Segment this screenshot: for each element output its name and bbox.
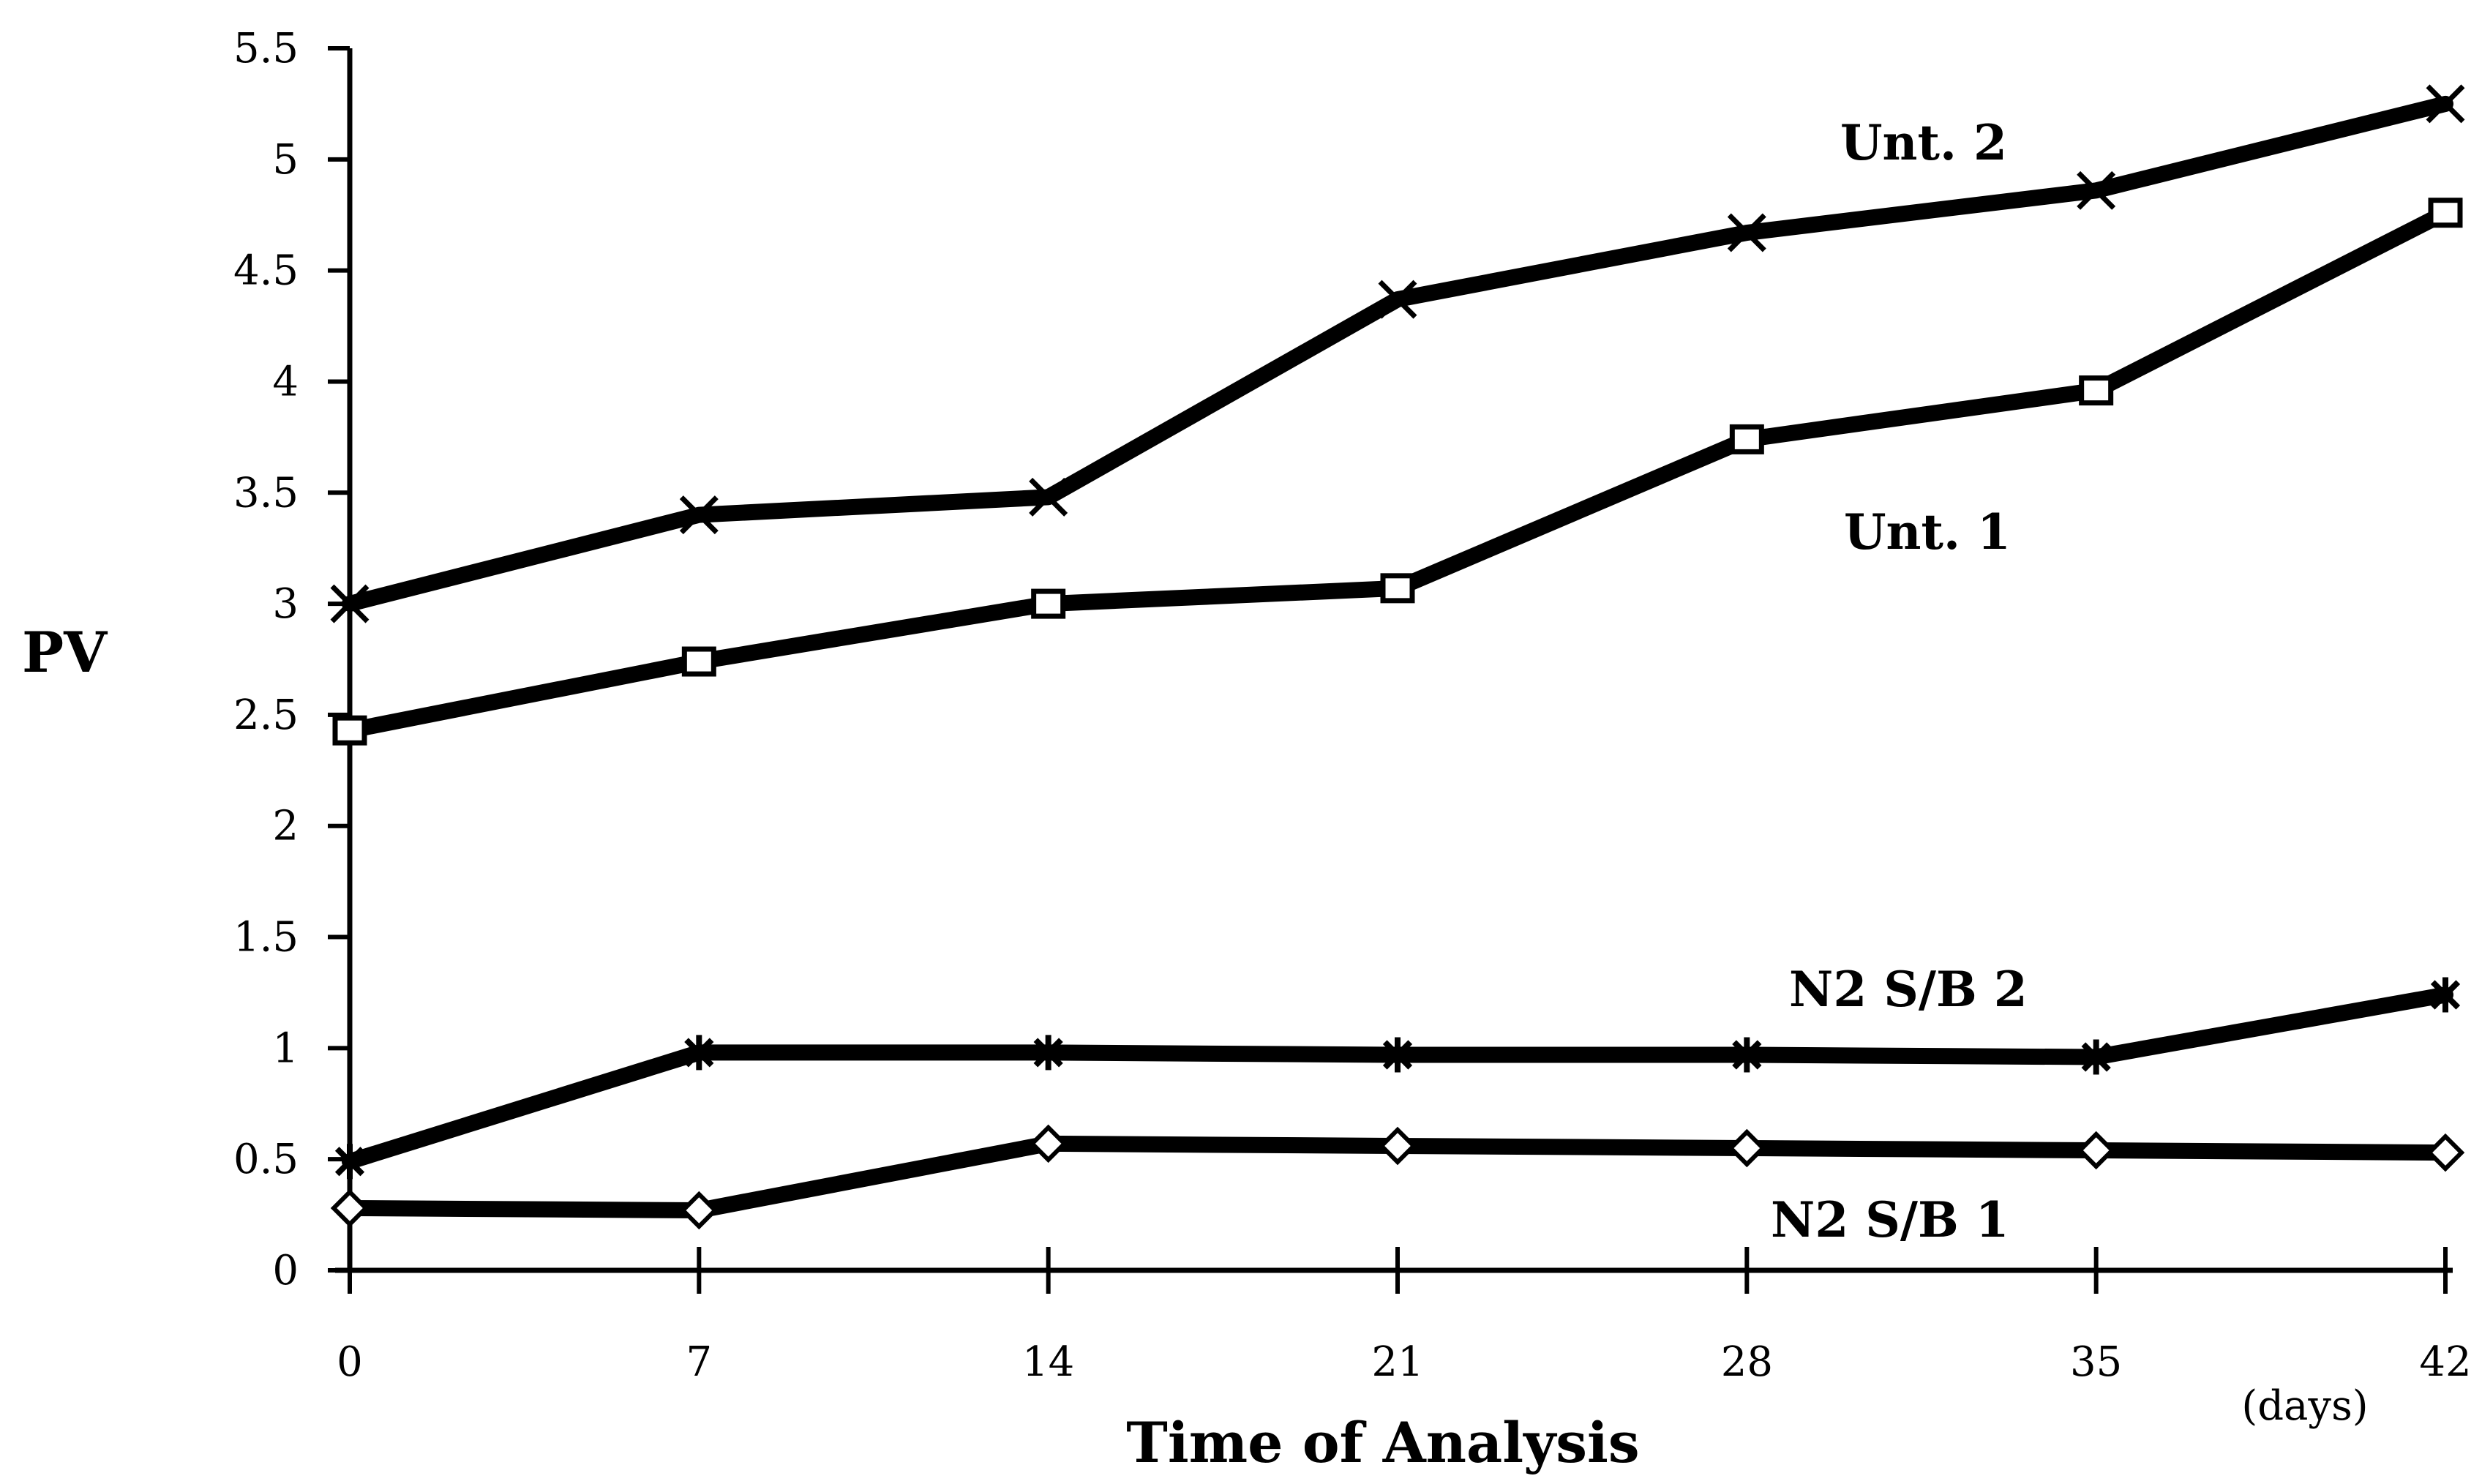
series-label-n2-sb-2: N2 S/B 2 — [1789, 961, 2028, 1018]
data-point-unt-2 — [1378, 280, 1417, 319]
series-label-unt-1: Unt. 1 — [1844, 503, 2011, 561]
x-tick-label: 21 — [1371, 1338, 1423, 1386]
data-point-n2-s-b-2 — [1382, 1037, 1413, 1073]
labels: PV Time of Analysis (days) Unt. 2 Unt. 1… — [22, 114, 2369, 1475]
y-tick-label: 3 — [272, 580, 299, 628]
data-point-unt-2 — [330, 584, 370, 623]
series-label-n2-sb-1: N2 S/B 1 — [1771, 1191, 2009, 1248]
data-point-n2-s-b-2 — [684, 1035, 714, 1071]
series-line-unt-2 — [342, 95, 2453, 612]
y-tick-label: 3.5 — [233, 469, 299, 517]
data-point-n2-s-b-2 — [2430, 977, 2461, 1013]
x-tick-label: 14 — [1022, 1338, 1074, 1386]
data-point-unt-1 — [2079, 375, 2114, 406]
data-point-unt-2 — [679, 495, 719, 535]
data-point-unt-1 — [1729, 424, 1764, 454]
data-point-unt-2 — [2426, 84, 2465, 124]
data-point-n2-s-b-2 — [334, 1144, 365, 1180]
data-point-n2-s-b-1 — [1728, 1128, 1766, 1168]
y-tick-label: 2.5 — [233, 692, 299, 739]
y-tick-label: 0.5 — [233, 1136, 299, 1183]
y-tick-label: 4.5 — [233, 247, 299, 295]
data-point-n2-s-b-1 — [1029, 1124, 1068, 1163]
x-axis-title: Time of Analysis — [1126, 1410, 1639, 1475]
x-tick-label: 7 — [686, 1338, 713, 1386]
x-axis-unit-label: (days) — [2241, 1382, 2368, 1430]
series-line-unt-1 — [342, 204, 2453, 739]
data-point-unt-2 — [1029, 477, 1068, 517]
y-axis-title: PV — [22, 620, 108, 685]
axes: 0 0.5 1 1.5 2 2.5 3 3.5 4 4.5 5 5.5 0 7 14 21 28 35 42 — [233, 25, 2472, 1386]
data-point-unt-1 — [1380, 573, 1415, 604]
data-point-n2-s-b-1 — [2426, 1133, 2465, 1172]
data-point-n2-s-b-2 — [2081, 1039, 2111, 1075]
data-point-n2-s-b-1 — [680, 1191, 719, 1230]
data-point-unt-1 — [1031, 588, 1066, 619]
series-markers — [330, 84, 2465, 1230]
y-tick-label: 1 — [272, 1024, 299, 1072]
data-point-n2-s-b-1 — [1378, 1126, 1417, 1166]
y-tick-label: 0 — [272, 1247, 299, 1294]
y-tick-label: 5 — [272, 136, 299, 184]
data-point-unt-1 — [332, 715, 367, 746]
x-tick-label: 0 — [337, 1338, 363, 1386]
data-point-unt-1 — [681, 646, 716, 677]
x-tick-label: 42 — [2419, 1338, 2471, 1386]
data-point-unt-2 — [1727, 213, 1766, 252]
y-tick-label: 1.5 — [233, 914, 299, 962]
data-point-unt-1 — [2428, 198, 2463, 228]
data-point-unt-2 — [2077, 170, 2116, 210]
y-tick-label: 4 — [272, 358, 299, 405]
data-point-n2-s-b-1 — [2077, 1131, 2115, 1170]
y-tick-label: 2 — [272, 803, 299, 850]
data-point-n2-s-b-2 — [1033, 1035, 1063, 1071]
x-tick-label: 28 — [1721, 1338, 1773, 1386]
series-label-unt-2: Unt. 2 — [1840, 114, 2007, 171]
data-point-n2-s-b-1 — [330, 1188, 370, 1228]
x-tick-label: 35 — [2070, 1338, 2122, 1386]
data-point-n2-s-b-2 — [1732, 1037, 1762, 1073]
y-tick-label: 5.5 — [233, 25, 299, 72]
